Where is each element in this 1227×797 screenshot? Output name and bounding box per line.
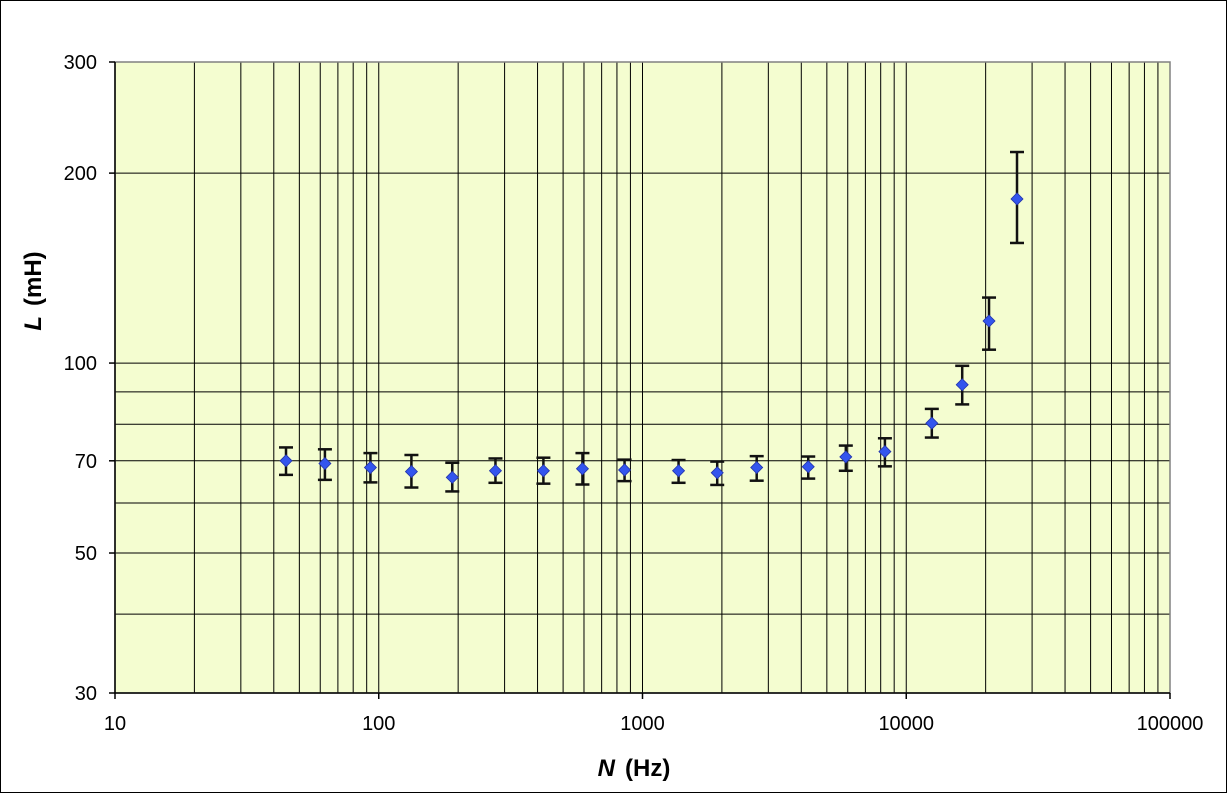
diamond-marker-icon (671, 464, 686, 478)
data-point (924, 407, 939, 439)
diamond-marker-icon (982, 314, 996, 328)
data-point (363, 451, 378, 484)
data-point (749, 454, 764, 482)
diamond-marker-icon (839, 450, 853, 464)
y-tick-label: 30 (75, 683, 97, 705)
data-point (801, 455, 816, 480)
y-axis-variable: L (20, 316, 47, 331)
data-point (488, 457, 503, 485)
diamond-marker-icon (575, 462, 590, 476)
y-tick-label: 50 (75, 543, 97, 565)
x-tick-label: 1000 (620, 713, 665, 735)
data-point (404, 453, 419, 489)
data-point (536, 456, 551, 485)
y-tick-label: 200 (64, 163, 97, 185)
diamond-marker-icon (925, 416, 939, 430)
data-point (710, 460, 725, 487)
x-tick-label: 10000 (878, 713, 934, 735)
x-tick-label: 10 (104, 713, 126, 735)
x-axis-unit: (Hz) (625, 755, 670, 782)
data-series (279, 150, 1025, 493)
x-axis-variable: N (598, 755, 616, 782)
y-tick-label: 300 (64, 52, 97, 74)
y-axis-label: L (mH) (20, 251, 47, 330)
x-axis-ticks: 10 100 1000 10000 100000 (104, 693, 1204, 735)
data-point (838, 444, 853, 473)
diamond-marker-icon (363, 460, 378, 475)
y-tick-label: 100 (64, 353, 97, 375)
y-axis-unit: (mH) (20, 251, 47, 306)
x-tick-label: 100000 (1137, 713, 1204, 735)
diamond-marker-icon (710, 466, 724, 480)
data-point (955, 364, 970, 406)
y-axis-ticks: 30 50 70 100 200 300 (64, 52, 115, 705)
diamond-marker-icon (279, 454, 293, 468)
diamond-marker-icon (955, 378, 969, 392)
data-point (445, 461, 460, 493)
data-point (877, 437, 892, 468)
x-axis-label: N (Hz) (598, 755, 671, 782)
data-point (317, 448, 332, 482)
vertical-gridlines (193, 62, 1159, 693)
diamond-marker-icon (445, 470, 459, 484)
data-point (982, 296, 997, 351)
diamond-marker-icon (318, 456, 332, 471)
data-point (617, 458, 632, 483)
diamond-marker-icon (617, 463, 632, 477)
data-point (1010, 150, 1025, 245)
diamond-marker-icon (750, 460, 764, 475)
data-point (671, 458, 686, 485)
diamond-marker-icon (801, 460, 815, 474)
diamond-marker-icon (488, 464, 503, 478)
diamond-marker-icon (1010, 192, 1024, 206)
data-point (575, 451, 590, 486)
diamond-marker-icon (404, 465, 418, 479)
x-tick-label: 100 (362, 713, 395, 735)
diamond-marker-icon (536, 464, 550, 478)
diamond-marker-icon (878, 445, 892, 459)
y-tick-label: 70 (75, 451, 97, 473)
data-point (279, 446, 294, 477)
